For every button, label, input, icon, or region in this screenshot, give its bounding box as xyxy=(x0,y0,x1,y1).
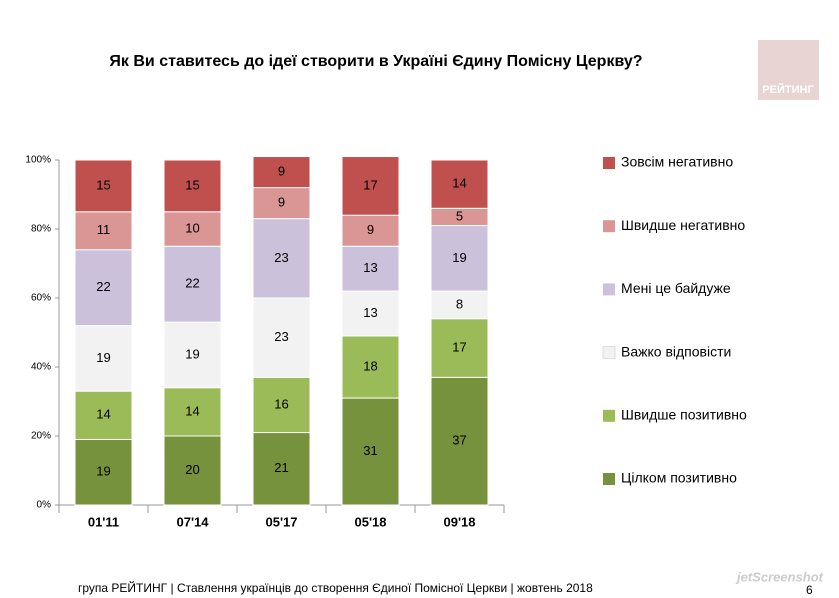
value-label: 14 xyxy=(96,407,110,422)
value-label: 13 xyxy=(363,260,377,275)
bar-segment xyxy=(252,297,311,378)
legend-swatch xyxy=(603,473,615,485)
y-tick-label: 60% xyxy=(31,293,51,304)
bar-segment xyxy=(74,249,133,327)
legend-label: Цілком позитивно xyxy=(621,470,737,486)
value-label: 15 xyxy=(185,177,199,192)
value-label: 21 xyxy=(274,460,288,475)
x-tick-label: 05'17 xyxy=(265,514,297,529)
bar-segment xyxy=(341,245,400,292)
value-label: 17 xyxy=(452,339,466,354)
bar-segment xyxy=(163,387,222,437)
x-tick-label: 07'14 xyxy=(176,514,209,529)
bar-segment xyxy=(252,156,311,189)
bar-segment xyxy=(163,321,222,389)
y-tick-label: 100% xyxy=(25,155,51,166)
value-label: 18 xyxy=(363,358,377,373)
bar-segment xyxy=(252,376,311,434)
legend-label: Важко відповісти xyxy=(621,343,731,359)
value-label: 9 xyxy=(278,164,285,179)
legend-label: Швидше негативно xyxy=(621,217,745,233)
bar-segment xyxy=(341,214,400,247)
y-tick-label: 40% xyxy=(31,362,51,373)
x-tick-label: 05'18 xyxy=(354,514,386,529)
bar-segment xyxy=(74,211,133,251)
bar-segment xyxy=(252,432,311,506)
value-label: 5 xyxy=(456,208,463,223)
x-tick-label: 01'11 xyxy=(88,514,119,529)
bar-segment xyxy=(341,397,400,506)
value-label: 13 xyxy=(363,305,377,320)
value-label: 23 xyxy=(274,329,288,344)
value-label: 16 xyxy=(274,396,288,411)
value-label: 19 xyxy=(96,350,110,365)
value-label: 22 xyxy=(185,276,199,291)
value-label: 8 xyxy=(456,296,463,311)
page-number: 6 xyxy=(806,583,813,597)
legend-label: Зовсім негативно xyxy=(621,154,733,170)
bar-segment xyxy=(430,159,489,209)
value-label: 11 xyxy=(97,222,111,237)
logo-box xyxy=(758,40,819,100)
chart-title: Як Ви ставитесь до ідеї створити в Украї… xyxy=(109,53,642,70)
value-label: 17 xyxy=(363,177,377,192)
value-label: 31 xyxy=(363,443,377,458)
legend-swatch xyxy=(603,283,615,296)
value-label: 37 xyxy=(452,433,466,448)
watermark: jetScreenshot xyxy=(735,569,824,584)
bar-segment xyxy=(341,156,400,216)
x-tick-label: 09'18 xyxy=(443,514,475,529)
value-label: 14 xyxy=(452,176,466,191)
bar-segment xyxy=(430,290,489,320)
bar-segment xyxy=(252,218,311,299)
bar-segment xyxy=(163,159,222,213)
value-label: 14 xyxy=(185,403,199,418)
value-label: 19 xyxy=(452,250,466,265)
logo-text: РЕЙТИНГ xyxy=(762,83,814,96)
value-label: 23 xyxy=(274,250,288,265)
footer: група РЕЙТИНГ | Ставлення українців до с… xyxy=(78,580,593,595)
bar-segment xyxy=(252,187,311,220)
y-tick-label: 20% xyxy=(31,431,51,442)
bar-segment xyxy=(74,325,133,392)
legend-swatch xyxy=(603,409,615,422)
bar-segment xyxy=(74,159,133,213)
value-label: 19 xyxy=(96,464,110,479)
legend-swatch xyxy=(603,157,615,169)
bar-segment xyxy=(74,438,133,506)
legend-swatch xyxy=(603,220,615,233)
y-tick-label: 80% xyxy=(31,224,51,235)
bar-segment xyxy=(74,390,133,440)
value-label: 20 xyxy=(185,462,199,477)
value-label: 19 xyxy=(185,346,199,361)
legend-swatch xyxy=(602,346,616,360)
bar-segment xyxy=(430,376,489,506)
value-label: 22 xyxy=(96,279,110,294)
legend-label: Швидше позитивно xyxy=(621,407,747,423)
value-label: 9 xyxy=(367,222,374,237)
legend-label: Мені це байдуже xyxy=(621,280,731,296)
value-label: 9 xyxy=(278,195,285,210)
y-tick-label: 0% xyxy=(37,500,52,511)
value-label: 15 xyxy=(96,177,110,192)
bar-segment xyxy=(341,290,400,337)
bar-segment xyxy=(163,245,222,323)
value-label: 10 xyxy=(185,220,199,235)
